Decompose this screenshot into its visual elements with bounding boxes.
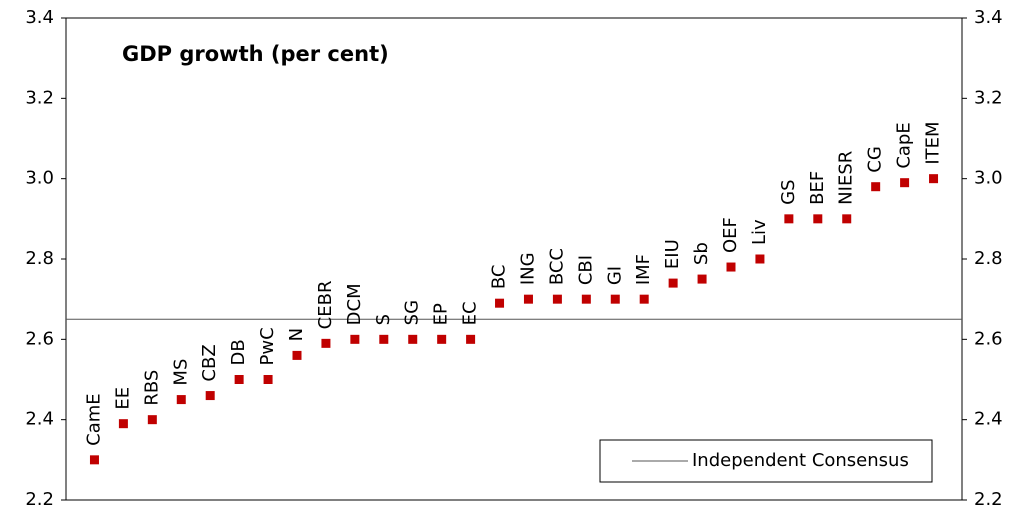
y-tick-label: 2.6 (25, 328, 54, 349)
point-label: BC (489, 265, 510, 290)
point (408, 334, 418, 344)
point-label: EP (431, 303, 452, 325)
point-label: EC (460, 301, 481, 325)
y2-tick-label: 2.6 (974, 328, 1003, 349)
point-label: CEBR (315, 281, 336, 330)
point (871, 182, 881, 192)
y2-tick-label: 2.8 (974, 248, 1003, 269)
plot-frame (65, 17, 963, 501)
point (697, 274, 707, 284)
point (437, 334, 447, 344)
point (813, 214, 823, 224)
point (466, 334, 476, 344)
y-tick-label: 3.0 (25, 168, 54, 189)
point-label: CBI (575, 255, 596, 285)
y2-tick-label: 3.2 (974, 87, 1003, 108)
legend-label: Independent Consensus (692, 450, 909, 471)
point (205, 391, 215, 401)
y2-tick-label: 3.0 (974, 168, 1003, 189)
point (147, 415, 157, 425)
y-tick-label: 3.2 (25, 87, 54, 108)
point (581, 294, 591, 304)
point (610, 294, 620, 304)
point (321, 338, 331, 348)
point-label: ING (517, 252, 538, 285)
point (552, 294, 562, 304)
point (495, 298, 505, 308)
y2-tick-label: 2.4 (974, 409, 1003, 430)
point (89, 455, 99, 465)
point (234, 375, 244, 384)
point-label: Liv (749, 219, 770, 245)
point-label: Sb (691, 242, 712, 265)
point-label: IMF (633, 254, 654, 285)
point (639, 294, 649, 304)
point (523, 294, 533, 304)
point-label: ITEM (923, 121, 944, 164)
point (176, 395, 186, 405)
point (842, 214, 852, 224)
point-label: S (373, 314, 394, 325)
point (784, 214, 794, 224)
point (263, 375, 273, 384)
point (118, 419, 128, 429)
point-label: CamE (83, 393, 104, 446)
point (350, 334, 360, 344)
point-label: OEF (720, 217, 741, 253)
point-label: GI (604, 266, 625, 285)
y-tick-label: 2.2 (25, 489, 54, 510)
point-label: SG (402, 300, 423, 325)
point-label: GS (778, 179, 799, 204)
y2-tick-label: 3.4 (974, 7, 1003, 28)
point-label: CapE (894, 122, 915, 168)
point-label: MS (170, 359, 191, 386)
point (668, 278, 678, 288)
point (379, 334, 389, 344)
point-label: DCM (344, 283, 365, 325)
y-tick-label: 2.8 (25, 248, 54, 269)
point-label: BCC (546, 248, 567, 285)
point-label: CG (865, 146, 886, 173)
point-label: CBZ (199, 344, 220, 381)
point-label: NIESR (836, 151, 857, 205)
point-label: RBS (141, 370, 162, 406)
point-label: N (286, 328, 307, 341)
point (292, 350, 302, 360)
point-label: DB (228, 339, 249, 365)
point (929, 174, 939, 184)
y2-tick-label: 2.2 (974, 489, 1003, 510)
y-tick-label: 3.4 (25, 7, 54, 28)
point (900, 178, 910, 188)
point-label: BEF (807, 171, 828, 205)
point-label: EIU (662, 239, 683, 269)
point (755, 254, 765, 264)
chart-title: GDP growth (per cent) (122, 42, 389, 66)
point-label: EE (112, 387, 133, 410)
point-label: PwC (257, 327, 278, 365)
y-tick-label: 2.4 (25, 409, 54, 430)
point (726, 262, 736, 272)
